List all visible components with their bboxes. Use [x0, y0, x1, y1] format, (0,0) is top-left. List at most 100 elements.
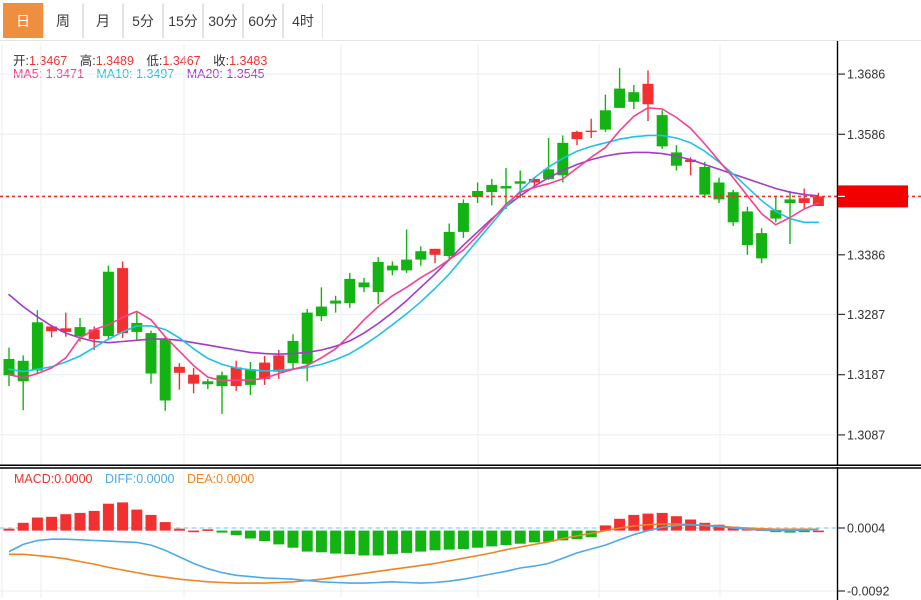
diff-line [8, 523, 819, 584]
candle [386, 261, 398, 276]
macd-bar [216, 530, 228, 533]
price-tick-label: 1.3686 [847, 68, 885, 82]
macd-bar [330, 530, 342, 554]
candlestick-chart[interactable]: 1.3686 1.3586 1.3386 1.3287 1.3187 1.3087 [0, 41, 921, 466]
candle [344, 272, 356, 308]
macd-bar [102, 503, 114, 531]
candle [244, 362, 256, 396]
macd-bar [614, 518, 626, 531]
candle [571, 130, 583, 146]
macd-tick-label: -0.0092 [847, 585, 889, 599]
macd-bar [628, 514, 640, 531]
candle [642, 70, 654, 122]
macd-bar [784, 530, 796, 533]
macd-bar [60, 514, 72, 531]
macd-chart-pane[interactable]: 0.0004 -0.0092 [0, 467, 921, 600]
macd-bar [159, 522, 171, 531]
macd-bar [457, 530, 469, 549]
close-label: 收: [213, 54, 230, 68]
tab-tf6[interactable]: 60分 [243, 3, 283, 38]
tab-label: 4时 [292, 13, 314, 29]
candle [727, 189, 739, 226]
macd-bar [770, 530, 782, 533]
macd-bar [713, 524, 725, 531]
open-value: 1.3467 [28, 54, 68, 68]
price-chart-pane[interactable]: 1.3686 1.3586 1.3386 1.3287 1.3187 1.3087 [0, 41, 921, 466]
ma5-line [8, 107, 820, 382]
macd-chart[interactable]: 0.0004 -0.0092 [0, 467, 921, 600]
macd-bar [131, 509, 143, 531]
candle [585, 118, 597, 138]
macd-bar [358, 530, 370, 556]
ma20-line [8, 151, 820, 356]
candle [741, 206, 753, 255]
dea-label: DEA: [186, 472, 217, 486]
candle [230, 360, 242, 391]
macd-bar [301, 530, 313, 552]
candle [798, 188, 810, 209]
macd-bar [500, 530, 512, 545]
low-value: 1.3467 [162, 54, 201, 68]
macd-bar [17, 522, 29, 531]
tab-label: 60分 [248, 13, 278, 29]
macd-bar [287, 530, 299, 548]
candle [713, 177, 725, 203]
macd-bar [642, 513, 654, 531]
macd-bar [344, 530, 356, 555]
candle [500, 168, 512, 209]
macd-value: 0.0000 [54, 472, 93, 486]
candle [699, 162, 711, 199]
macd-bar [173, 528, 185, 531]
macd-bar [315, 530, 327, 553]
macd-bar [88, 510, 100, 531]
candle [287, 334, 299, 370]
macd-bar [599, 525, 611, 531]
dea-line [9, 523, 819, 584]
tab-tf4[interactable]: 15分 [163, 3, 203, 38]
candle [443, 223, 455, 261]
current-price-tag: 1.3483 [842, 206, 883, 221]
tab-label: 30分 [208, 13, 238, 29]
macd-bar [74, 512, 86, 531]
tab-month[interactable]: 月 [83, 3, 123, 38]
candle [31, 310, 43, 375]
macd-bar [46, 516, 58, 531]
candle [472, 182, 484, 203]
candle [188, 368, 200, 394]
price-tag-box [838, 185, 908, 208]
diff-value: 0.0000 [136, 472, 175, 486]
candle [401, 229, 413, 273]
tab-day[interactable]: 日 [3, 3, 43, 38]
price-tick-label: 1.3586 [847, 128, 885, 142]
macd-bar [244, 530, 256, 539]
low-label: 低: [146, 54, 163, 68]
macd-bar [273, 530, 285, 545]
candle [330, 295, 342, 313]
ohlc-legend: 开:1.3467 高:1.3489 低:1.3467 收:1.3483 [13, 50, 267, 69]
price-tick-label: 1.3087 [847, 428, 885, 442]
macd-bar [557, 530, 569, 541]
candle [656, 110, 668, 149]
candle [415, 246, 427, 266]
tab-week[interactable]: 周 [43, 3, 83, 38]
high-value: 1.3489 [95, 54, 134, 68]
tab-tf5[interactable]: 30分 [203, 3, 243, 38]
candle [117, 261, 129, 338]
candle [202, 378, 214, 390]
candle [756, 228, 768, 264]
tab-label: 周 [56, 13, 70, 29]
macd-bar [429, 530, 441, 551]
macd-legend: MACD:0.0000 DIFF:0.0000 DEA:0.0000 [14, 472, 254, 486]
macd-bar [401, 530, 413, 553]
candle [3, 347, 15, 387]
macd-tick-label: 0.0004 [847, 522, 885, 536]
candle [457, 199, 469, 238]
timeframe-tab-bar: 日 周 月 5分 15分 30分 60分 4时 [0, 0, 921, 41]
diff-label: DIFF: [105, 472, 137, 486]
candle [770, 197, 782, 223]
macd-bar [188, 530, 200, 533]
candle [486, 178, 498, 206]
macd-bar [31, 517, 43, 531]
tab-tf3[interactable]: 5分 [123, 3, 163, 38]
tab-tf7[interactable]: 4时 [283, 3, 323, 38]
